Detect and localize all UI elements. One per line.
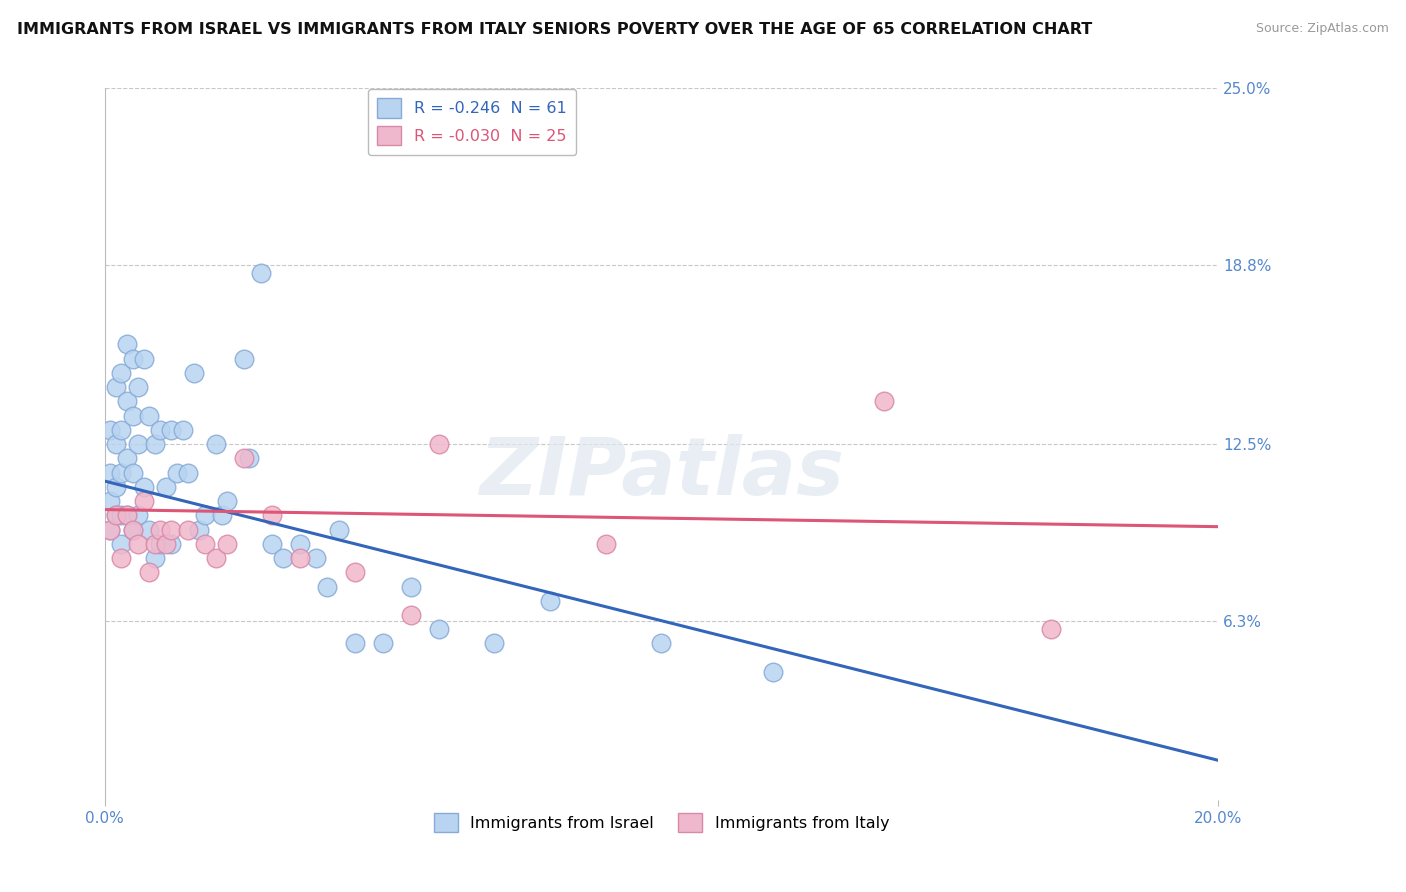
Legend: Immigrants from Israel, Immigrants from Italy: Immigrants from Israel, Immigrants from … <box>427 806 896 838</box>
Point <box>138 409 160 423</box>
Point <box>121 351 143 366</box>
Point <box>127 437 149 451</box>
Point <box>427 437 450 451</box>
Point <box>110 508 132 523</box>
Point <box>650 636 672 650</box>
Point <box>115 394 138 409</box>
Point <box>115 451 138 466</box>
Point <box>98 494 121 508</box>
Point <box>121 523 143 537</box>
Point <box>538 593 561 607</box>
Point <box>104 508 127 523</box>
Point <box>399 580 422 594</box>
Point <box>177 523 200 537</box>
Point <box>260 537 283 551</box>
Point <box>127 537 149 551</box>
Text: ZIPatlas: ZIPatlas <box>479 434 844 511</box>
Point <box>160 537 183 551</box>
Point <box>344 566 367 580</box>
Point <box>160 423 183 437</box>
Point <box>110 537 132 551</box>
Point <box>183 366 205 380</box>
Point <box>288 551 311 566</box>
Point <box>194 508 217 523</box>
Point <box>217 537 239 551</box>
Point <box>115 508 138 523</box>
Point <box>160 523 183 537</box>
Point <box>249 266 271 280</box>
Point <box>121 466 143 480</box>
Point <box>127 508 149 523</box>
Point <box>104 480 127 494</box>
Point <box>762 665 785 679</box>
Point <box>238 451 260 466</box>
Point <box>194 537 217 551</box>
Point <box>217 494 239 508</box>
Point <box>98 466 121 480</box>
Point <box>211 508 233 523</box>
Point <box>149 423 172 437</box>
Point <box>232 451 254 466</box>
Point <box>1040 622 1063 636</box>
Point <box>132 480 155 494</box>
Point <box>132 494 155 508</box>
Point <box>143 551 166 566</box>
Point <box>121 523 143 537</box>
Point <box>138 523 160 537</box>
Point <box>110 366 132 380</box>
Point <box>132 351 155 366</box>
Point <box>399 607 422 622</box>
Point <box>260 508 283 523</box>
Point <box>110 466 132 480</box>
Point <box>138 566 160 580</box>
Point <box>205 437 228 451</box>
Point <box>115 337 138 351</box>
Point <box>143 437 166 451</box>
Point <box>104 437 127 451</box>
Point <box>98 523 121 537</box>
Point <box>873 394 896 409</box>
Point <box>205 551 228 566</box>
Point <box>149 523 172 537</box>
Point <box>288 537 311 551</box>
Point <box>110 551 132 566</box>
Point <box>149 537 172 551</box>
Point <box>232 351 254 366</box>
Point <box>271 551 294 566</box>
Point <box>484 636 506 650</box>
Point <box>115 508 138 523</box>
Point <box>371 636 394 650</box>
Point <box>166 466 188 480</box>
Point <box>595 537 617 551</box>
Point <box>98 423 121 437</box>
Text: Source: ZipAtlas.com: Source: ZipAtlas.com <box>1256 22 1389 36</box>
Point <box>127 380 149 394</box>
Point <box>143 537 166 551</box>
Point <box>316 580 339 594</box>
Point <box>98 523 121 537</box>
Point <box>155 537 177 551</box>
Point <box>177 466 200 480</box>
Point <box>344 636 367 650</box>
Point <box>328 523 350 537</box>
Point <box>305 551 328 566</box>
Point <box>188 523 211 537</box>
Point <box>172 423 194 437</box>
Point <box>110 423 132 437</box>
Point <box>104 508 127 523</box>
Point <box>155 480 177 494</box>
Point <box>104 380 127 394</box>
Point <box>121 409 143 423</box>
Point <box>427 622 450 636</box>
Text: IMMIGRANTS FROM ISRAEL VS IMMIGRANTS FROM ITALY SENIORS POVERTY OVER THE AGE OF : IMMIGRANTS FROM ISRAEL VS IMMIGRANTS FRO… <box>17 22 1092 37</box>
